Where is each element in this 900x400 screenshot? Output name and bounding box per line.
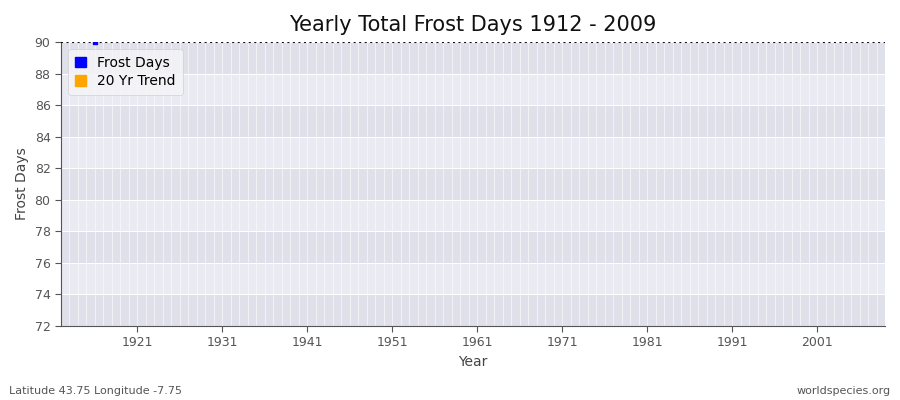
Bar bbox=[61, 231, 885, 263]
Text: Latitude 43.75 Longitude -7.75: Latitude 43.75 Longitude -7.75 bbox=[9, 386, 182, 396]
Y-axis label: Frost Days: Frost Days bbox=[15, 148, 29, 220]
Bar bbox=[61, 200, 885, 231]
Bar bbox=[61, 263, 885, 294]
Text: worldspecies.org: worldspecies.org bbox=[796, 386, 891, 396]
Bar bbox=[61, 74, 885, 105]
Bar bbox=[61, 42, 885, 74]
X-axis label: Year: Year bbox=[458, 355, 488, 369]
Legend: Frost Days, 20 Yr Trend: Frost Days, 20 Yr Trend bbox=[68, 49, 183, 95]
Bar bbox=[61, 105, 885, 137]
Title: Yearly Total Frost Days 1912 - 2009: Yearly Total Frost Days 1912 - 2009 bbox=[289, 15, 657, 35]
Bar bbox=[61, 294, 885, 326]
Bar bbox=[61, 137, 885, 168]
Bar bbox=[61, 168, 885, 200]
